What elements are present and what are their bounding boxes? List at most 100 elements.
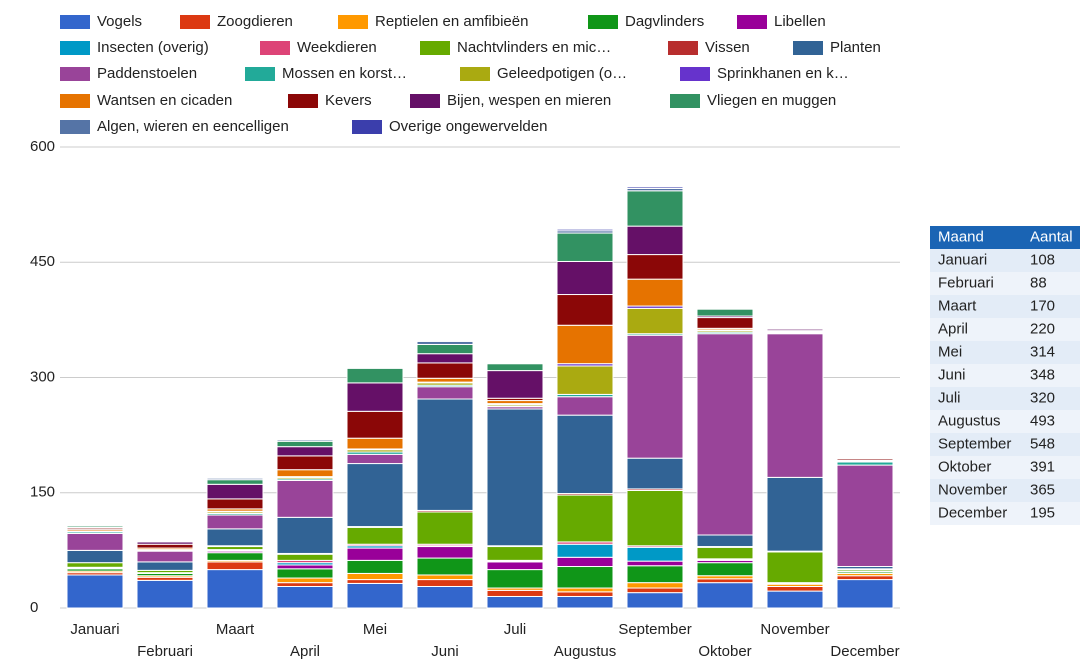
bar-segment: [556, 556, 614, 568]
legend-swatch: [737, 15, 767, 29]
bar-segment: [836, 457, 894, 460]
bar-segment: [416, 362, 474, 379]
legend-swatch: [410, 94, 440, 108]
bar-segment: [276, 516, 334, 554]
legend-label: Weekdieren: [297, 39, 377, 56]
legend-label: Nachtvlinders en mic…: [457, 39, 611, 56]
table-cell: Februari: [938, 274, 994, 291]
bar-segment: [346, 437, 404, 450]
table-row-bg: [930, 387, 1080, 410]
bar-segment: [206, 479, 264, 485]
table-row-bg: [930, 341, 1080, 364]
bar-segment: [556, 324, 614, 365]
legend-label: Planten: [830, 39, 881, 56]
table-row-bg: [930, 272, 1080, 295]
bar-segment: [346, 582, 404, 609]
legend-swatch: [680, 67, 710, 81]
legend-swatch: [60, 15, 90, 29]
table-row-bg: [930, 249, 1080, 272]
bar-segment: [276, 585, 334, 609]
bar-segment: [766, 476, 824, 552]
table-cell: Maart: [938, 297, 977, 314]
bar-segment: [766, 590, 824, 609]
table-cell: Augustus: [938, 412, 1001, 429]
table-cell: 220: [1030, 320, 1055, 337]
x-tick-label: Januari: [70, 621, 119, 638]
legend-swatch: [60, 41, 90, 55]
table-row-bg: [930, 502, 1080, 525]
x-tick-label: Juni: [431, 643, 459, 659]
table-row-bg: [930, 295, 1080, 318]
bar-segment: [556, 595, 614, 609]
bar-segment: [626, 278, 684, 307]
x-tick-label: September: [618, 621, 691, 638]
bar-segment: [626, 592, 684, 609]
x-tick-label: April: [290, 643, 320, 659]
bar-segment: [206, 561, 264, 571]
bar-segment: [276, 446, 334, 457]
table-header: Aantal: [1030, 228, 1073, 245]
bar-segment: [276, 438, 334, 441]
y-tick-label: 150: [30, 484, 55, 501]
bar-segment: [626, 186, 684, 189]
bar-segment: [346, 547, 404, 561]
bar-segment: [276, 440, 334, 448]
bar-segment: [416, 377, 474, 383]
bar-segment: [346, 410, 404, 439]
bar-segment: [626, 587, 684, 594]
bar-segment: [556, 260, 614, 296]
legend-swatch: [338, 15, 368, 29]
x-tick-label: Februari: [137, 643, 193, 659]
bar-segment: [416, 353, 474, 364]
bar-segment: [206, 483, 264, 500]
bar-segment: [276, 564, 334, 570]
bar-segment: [276, 479, 334, 518]
bar-segment: [346, 453, 404, 465]
bar-segment: [696, 317, 754, 329]
x-tick-label: November: [760, 621, 829, 638]
bar-segment: [416, 386, 474, 400]
bar-segment: [626, 334, 684, 459]
legend-swatch: [245, 67, 275, 81]
table-cell: 195: [1030, 504, 1055, 521]
bar-segment: [416, 398, 474, 511]
bar-segment: [276, 582, 334, 587]
legend-label: Vliegen en muggen: [707, 92, 836, 109]
bar-segment: [416, 579, 474, 587]
table-cell: Oktober: [938, 458, 991, 475]
legend-swatch: [60, 67, 90, 81]
bar-segment: [626, 489, 684, 547]
table-header: Maand: [938, 228, 984, 245]
bar-segment: [696, 307, 754, 309]
legend-swatch: [588, 15, 618, 29]
bar-segment: [556, 294, 614, 326]
legend-label: Insecten (overig): [97, 39, 209, 56]
x-tick-label: Augustus: [554, 643, 617, 659]
legend-label: Geleedpotigen (o…: [497, 65, 627, 82]
bar-segment: [836, 579, 894, 609]
x-tick-label: Mei: [363, 621, 387, 638]
bar-segment: [626, 225, 684, 256]
bar-segment: [136, 579, 194, 609]
bar-segment: [626, 254, 684, 280]
bar-segment: [486, 408, 544, 547]
legend-label: Mossen en korst…: [282, 65, 407, 82]
table-cell: Juli: [938, 389, 961, 406]
bar-segment: [416, 546, 474, 559]
bar-segment: [556, 587, 614, 593]
legend-swatch: [460, 67, 490, 81]
bar-segment: [626, 582, 684, 589]
bar-segment: [836, 575, 894, 581]
table-row-bg: [930, 479, 1080, 502]
legend-label: Bijen, wespen en mieren: [447, 92, 611, 109]
bar-segment: [626, 457, 684, 490]
legend-swatch: [288, 94, 318, 108]
bar-segment: [136, 561, 194, 571]
bar-segment: [136, 550, 194, 563]
bar-segment: [346, 579, 404, 584]
bar-segment: [696, 333, 754, 536]
bar-segment: [66, 562, 124, 568]
legend-swatch: [420, 41, 450, 55]
y-tick-label: 450: [30, 253, 55, 270]
